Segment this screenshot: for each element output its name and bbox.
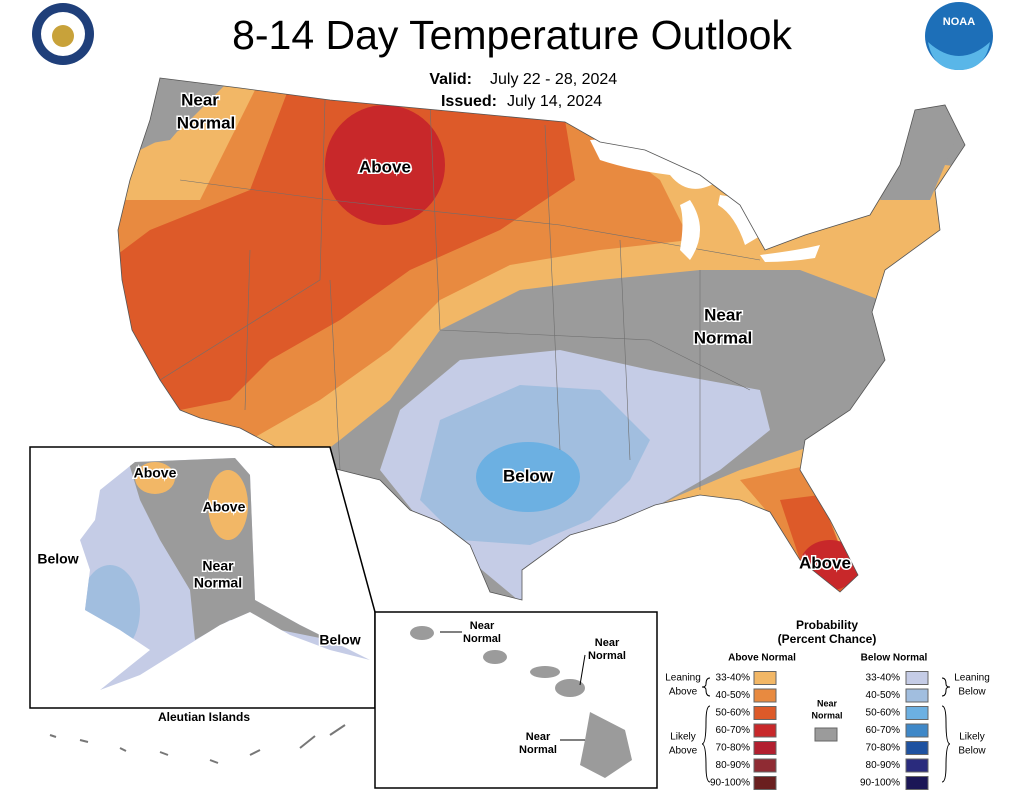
ak-above-east <box>208 470 248 540</box>
kauai <box>410 626 434 640</box>
hi-label: Normal <box>519 744 557 756</box>
title: 8-14 Day Temperature Outlook <box>232 12 792 58</box>
legend-group: Above <box>669 746 698 757</box>
map-label: Above <box>359 157 411 176</box>
ak-label: Above <box>134 465 177 481</box>
conus-map <box>118 78 965 600</box>
hi-label: Near <box>595 637 620 649</box>
above-50-60 <box>118 85 575 410</box>
valid-dates: July 22 - 28, 2024 <box>490 71 617 88</box>
legend-label: 60-70% <box>716 725 751 736</box>
legend-label: 80-90% <box>716 760 751 771</box>
legend-swatch <box>753 776 777 790</box>
legend-group: Likely <box>670 732 696 743</box>
map-label: Near <box>181 90 219 109</box>
legend-label: 33-40% <box>716 673 751 684</box>
legend-swatch <box>753 723 777 738</box>
legend-swatch <box>905 688 929 703</box>
map-label: Normal <box>177 113 236 132</box>
legend-group: Leaning <box>665 673 701 684</box>
logo-text: NOAA <box>943 16 975 28</box>
legend-label: 70-80% <box>866 743 901 754</box>
oahu <box>483 650 507 664</box>
ak-label: Below <box>37 551 78 567</box>
legend-near-normal: Normal <box>811 710 842 720</box>
molokai <box>530 666 560 678</box>
ak-label: Near <box>202 558 234 574</box>
ak-above-north <box>135 462 175 494</box>
legend-swatch <box>905 723 929 738</box>
legend-above-title: Above Normal <box>728 653 796 664</box>
nw-near-normal <box>140 78 230 150</box>
legend-label: 40-50% <box>866 690 901 701</box>
map-label: Near <box>704 305 742 324</box>
aleutian-islands <box>49 724 346 764</box>
hi-label: Near <box>526 731 551 743</box>
state-borders <box>159 99 761 490</box>
aleutian-title: Aleutian Islands <box>158 710 250 724</box>
legend-group: Below <box>958 687 986 698</box>
legend-group: Below <box>958 746 986 757</box>
legend-subtitle: (Percent Chance) <box>778 632 877 646</box>
legend-swatch <box>905 776 929 790</box>
legend-swatch <box>905 741 929 755</box>
legend-label: 80-90% <box>866 760 901 771</box>
below-50-60 <box>476 442 580 512</box>
legend-label: 50-60% <box>716 708 751 719</box>
hi-label: Normal <box>588 650 626 662</box>
maine-near-normal <box>880 130 960 200</box>
hi-label: Near <box>470 620 495 632</box>
noaa-logo: NOAA <box>925 2 993 70</box>
legend-swatch <box>814 727 838 742</box>
issued-label: Issued: <box>441 93 497 110</box>
legend-swatch <box>753 671 777 685</box>
map-label: Normal <box>694 328 753 347</box>
legend-label: 40-50% <box>716 690 751 701</box>
legend-label: 50-60% <box>866 708 901 719</box>
legend-label: 70-80% <box>716 743 751 754</box>
doc-seal <box>32 3 94 65</box>
legend-swatch <box>905 758 929 773</box>
legend-swatch <box>753 758 777 773</box>
legend-label: 33-40% <box>866 673 901 684</box>
legend-title: Probability <box>796 618 858 632</box>
legend-group: Likely <box>959 732 985 743</box>
legend-below-title: Below Normal <box>861 653 928 664</box>
map-label: Below <box>503 466 554 485</box>
legend-label: 90-100% <box>710 778 750 789</box>
legend-group: Leaning <box>954 673 990 684</box>
big-island <box>580 712 632 778</box>
above-60-70 <box>325 105 445 225</box>
legend-label: 60-70% <box>866 725 901 736</box>
hawaii-islands <box>410 626 632 778</box>
legend-braces <box>701 677 951 783</box>
legend: Probability (Percent Chance) Above Norma… <box>665 618 990 790</box>
maui <box>555 679 585 697</box>
legend-swatch <box>753 741 777 755</box>
legend-label: 90-100% <box>860 778 900 789</box>
leader-lines <box>440 631 586 741</box>
ak-near-normal <box>125 458 330 640</box>
ak-label: Normal <box>194 575 242 591</box>
hi-label: Normal <box>463 633 501 645</box>
ak-label: Above <box>203 499 246 515</box>
legend-group: Above <box>669 687 698 698</box>
issued-date: July 14, 2024 <box>507 93 602 110</box>
legend-swatch <box>753 706 777 720</box>
legend-swatch <box>905 706 929 720</box>
ak-label: Below <box>319 632 360 648</box>
map-label: Above <box>799 553 851 572</box>
valid-label: Valid: <box>429 71 472 88</box>
legend-swatch <box>753 688 777 703</box>
legend-swatch <box>905 671 929 685</box>
legend-near-normal: Near <box>817 698 838 708</box>
